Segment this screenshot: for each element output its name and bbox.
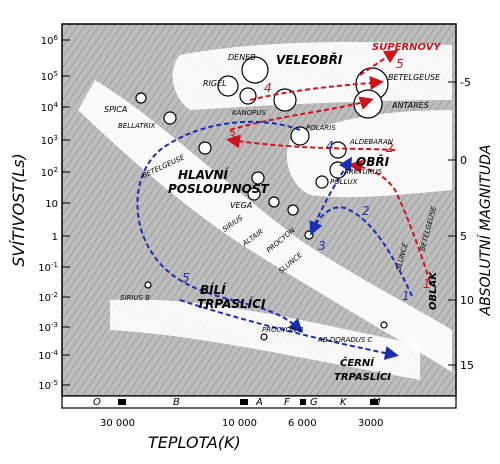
red-evolution-path <box>226 49 431 283</box>
mag-tick-10: 10 <box>460 294 474 307</box>
class-m: M <box>372 397 381 408</box>
star-deneb <box>241 56 269 84</box>
star-polaris <box>290 126 310 146</box>
class-a: A <box>255 397 263 408</box>
giant-branch-band <box>286 110 452 198</box>
label-arcturus: ARKTURUS <box>343 168 383 176</box>
label-rigel: RIGEL <box>203 79 227 88</box>
star-sun <box>304 230 314 240</box>
label-white-dwarfs-2: TRPASLÍCI <box>197 296 266 311</box>
y-tick-10: 10 <box>45 199 58 210</box>
star-altair <box>268 196 280 208</box>
star-sirius-b <box>144 281 152 289</box>
y-left-label: SVÍTIVOST(Ls) <box>9 153 28 267</box>
label-aldebaran: ALDEBARAN <box>349 138 394 146</box>
mag-tick-0: 0 <box>460 154 467 167</box>
label-procyon-b: PROCYON B <box>262 326 304 334</box>
y-tick-1: 1 <box>52 232 58 243</box>
label-bellatrix: BELLATRIX <box>118 122 156 130</box>
spectral-markers <box>118 399 378 405</box>
star-aldebaran <box>329 141 347 159</box>
star-ab-doradus <box>380 321 388 329</box>
star-procyon-b <box>260 333 268 341</box>
label-cloud: OBLAK <box>428 271 439 310</box>
temp-30000: 30 000 <box>100 418 135 429</box>
mag-tick-15: 15 <box>460 359 474 372</box>
star-canopus <box>273 88 297 112</box>
y-tick-1e3: 103 <box>41 134 58 147</box>
label-antares: ANTARES <box>391 101 429 110</box>
label-sirius-b: SIRIUS B <box>120 294 150 302</box>
label-ab-doradus: AB DORADUS C <box>317 336 373 344</box>
red-step-5: 5 <box>396 57 404 71</box>
mag-tick-m5: -5 <box>460 76 471 89</box>
star-bellatrix <box>163 111 177 125</box>
main-sequence-band <box>78 80 452 372</box>
label-black-dwarfs-2: TRPASLÍCI <box>334 370 391 383</box>
y-tick-1em4: 10-4 <box>38 349 58 362</box>
label-pollux: POLLUX <box>330 178 358 186</box>
star-spica <box>135 92 147 104</box>
label-black-dwarfs-1: ČERNÍ <box>340 355 375 369</box>
y-tick-1em5: 10-5 <box>38 379 58 392</box>
y-tick-1em1: 10-1 <box>38 261 58 274</box>
label-white-dwarfs-1: BÍLÍ <box>200 282 227 297</box>
blue-step-4: 4 <box>326 139 334 153</box>
star-vega <box>251 171 265 185</box>
star-sirius <box>247 187 261 201</box>
star-procyon <box>287 204 299 216</box>
blue-evolution-path <box>136 120 413 360</box>
temp-3000: 3000 <box>358 418 383 429</box>
label-spica: SPICA <box>104 105 127 114</box>
blue-step-2: 2 <box>362 204 370 218</box>
spectral-strip <box>61 395 457 409</box>
star-rigel-2 <box>239 87 257 105</box>
red-step-1: 1 <box>423 277 431 291</box>
label-supergiants: VELEOBŘI <box>276 52 343 67</box>
label-giants: OBŘI <box>356 154 390 169</box>
star-betelgeuse-ms <box>198 141 212 155</box>
class-f: F <box>284 397 290 408</box>
star-pollux <box>315 175 329 189</box>
y-tick-1e5: 105 <box>41 70 58 83</box>
red-step-2: 2 <box>386 141 394 155</box>
y-tick-1em3: 10-3 <box>38 321 58 334</box>
label-main-seq-2: POSLOUPNOST <box>168 182 269 196</box>
red-step-3: 3 <box>228 129 236 143</box>
left-axis <box>62 39 70 386</box>
label-deneb: DENEB <box>228 53 256 62</box>
label-betelgeuse-top: BETELGEUSE <box>388 73 441 82</box>
label-main-seq-1: HLAVNÍ <box>178 167 229 182</box>
y-tick-1em2: 10-2 <box>38 291 58 304</box>
star-rigel <box>217 75 239 97</box>
class-k: K <box>340 397 348 408</box>
class-b: B <box>173 397 180 408</box>
blue-step-1: 1 <box>402 289 410 303</box>
class-g: G <box>310 397 318 408</box>
y-right-label: ABSOLUTNÍ MAGNITUDA <box>477 144 494 316</box>
blue-step-5: 5 <box>182 271 190 285</box>
y-tick-1e6: 106 <box>41 34 59 47</box>
temp-10000: 10 000 <box>222 418 257 429</box>
label-polaris: POLARIS <box>306 124 336 132</box>
label-vega: VEGA <box>230 201 252 210</box>
x-label: TEPLOTA(K) <box>148 433 241 452</box>
right-axis <box>448 81 456 366</box>
mag-tick-5: 5 <box>460 230 467 243</box>
temp-6000: 6 000 <box>288 418 317 429</box>
red-step-4: 4 <box>264 81 272 95</box>
label-supernova: SUPERNOVY <box>372 42 442 53</box>
blue-step-3: 3 <box>318 239 326 253</box>
class-o: O <box>93 397 101 408</box>
y-tick-1e2: 102 <box>41 166 58 179</box>
y-tick-1e4: 104 <box>41 101 59 114</box>
label-canopus: KANOPUS <box>232 109 266 117</box>
